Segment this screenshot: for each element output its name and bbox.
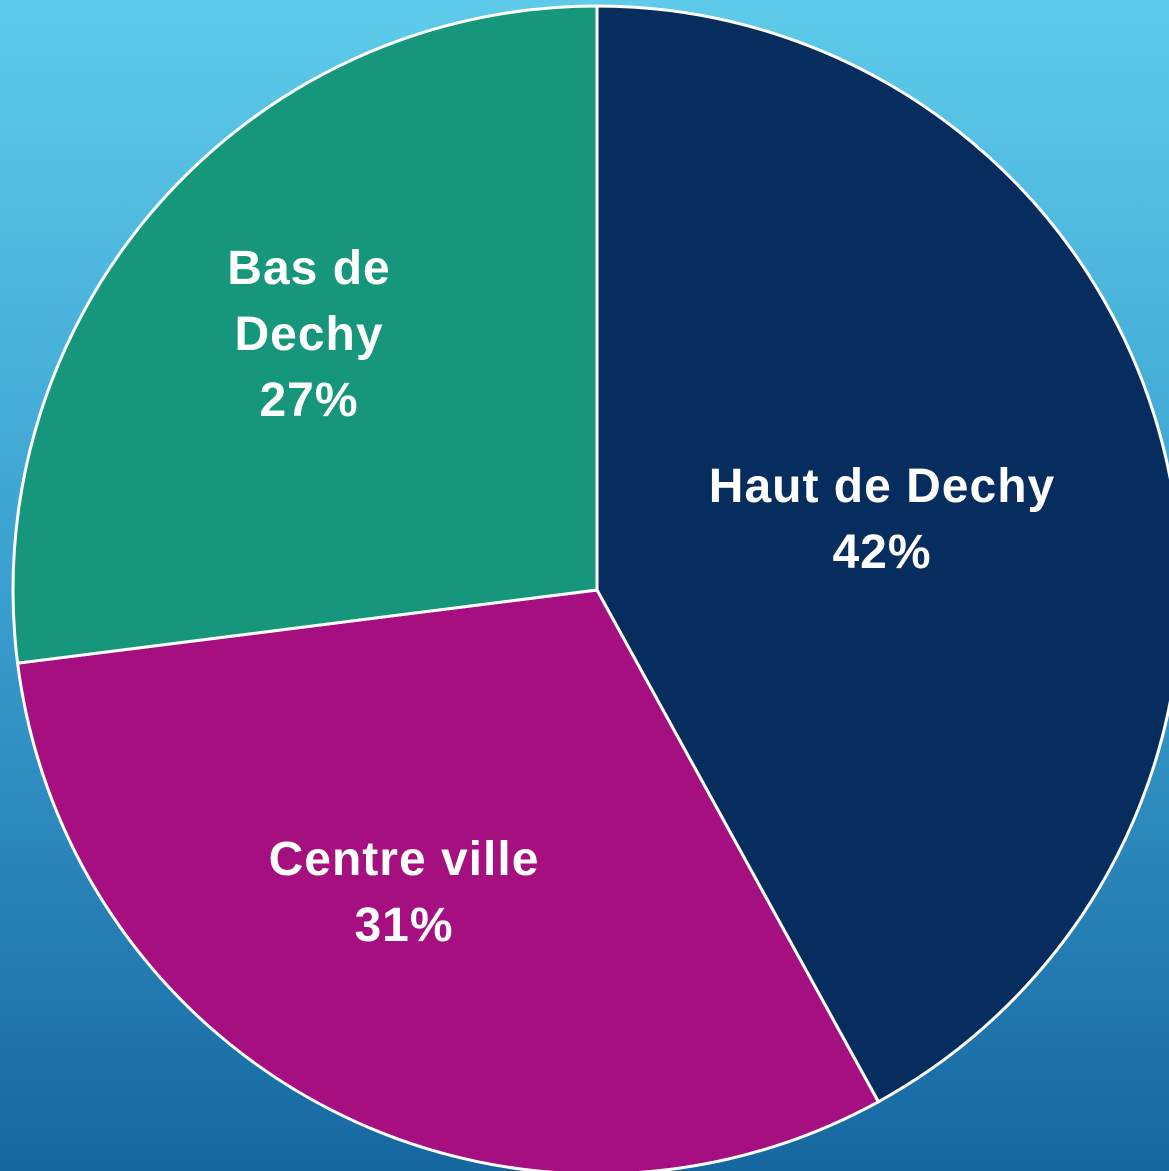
pie-slice	[16, 588, 880, 1171]
category-label: Haut de Dechy	[708, 460, 1056, 513]
category-label: Bas de Dechy	[227, 242, 391, 361]
slice-label: Haut de Dechy 42%	[652, 454, 1112, 586]
value-label: 42%	[832, 526, 932, 579]
category-label: Centre ville	[268, 833, 540, 886]
pie-slice	[11, 4, 599, 665]
pie-slice	[595, 4, 1169, 1104]
value-label: 27%	[259, 374, 359, 427]
value-label: 31%	[354, 899, 454, 952]
slice-label: Centre ville 31%	[194, 827, 614, 959]
slice-label: Bas de Dechy 27%	[194, 236, 424, 434]
